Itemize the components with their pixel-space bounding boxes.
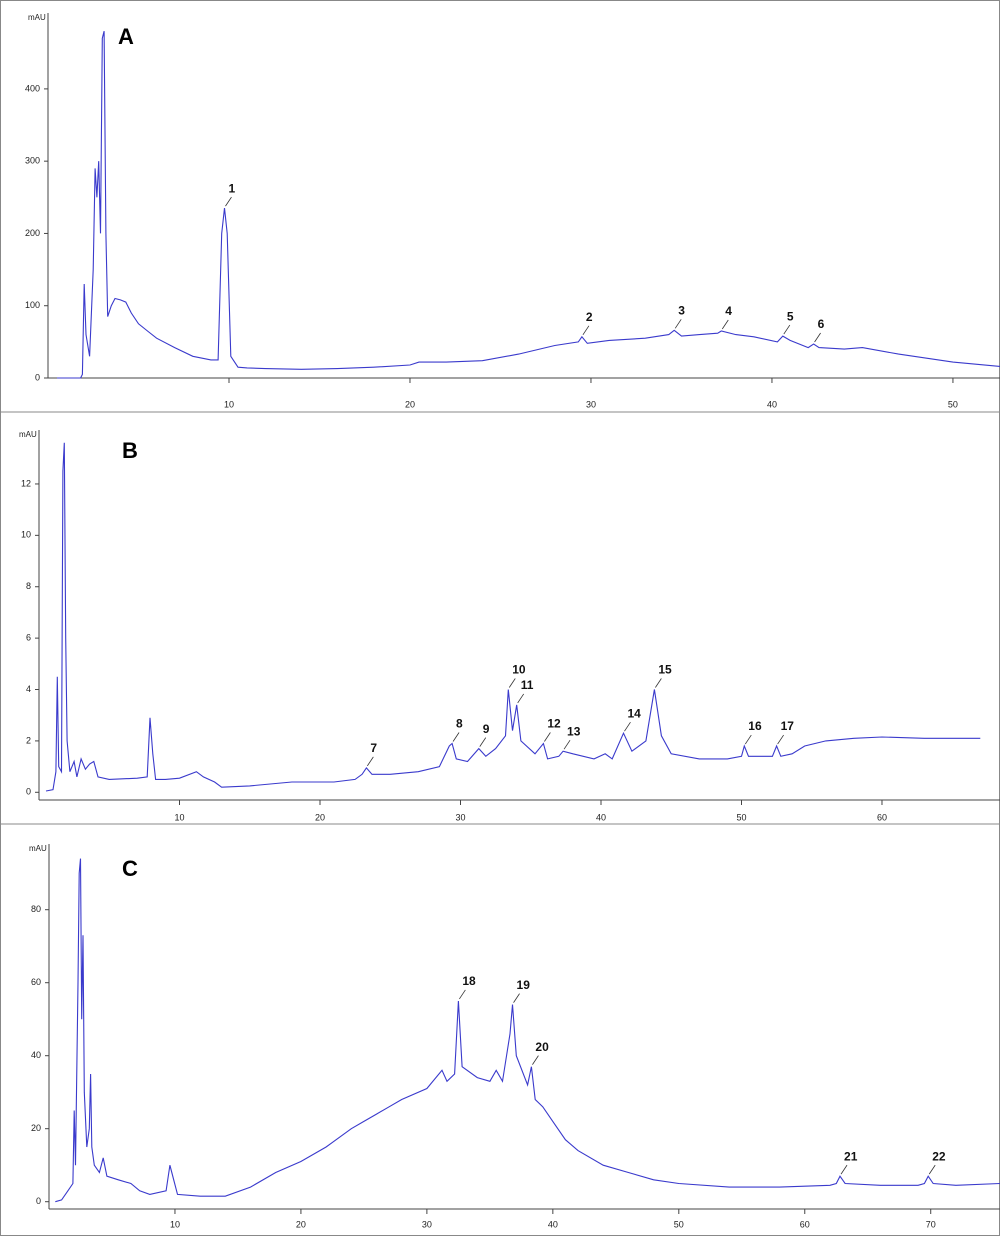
y-tick-label: 400 xyxy=(25,83,40,93)
y-tick-label: 0 xyxy=(35,372,40,382)
annotation-leader xyxy=(517,693,525,704)
trace xyxy=(55,858,1000,1203)
annotation-leader xyxy=(452,732,460,742)
annotation-label: 2 xyxy=(586,310,593,324)
annotation-label: 19 xyxy=(517,978,531,992)
y-tick-label: 40 xyxy=(31,1050,41,1060)
x-tick-label: 50 xyxy=(948,399,958,409)
x-tick-label: 20 xyxy=(296,1219,306,1229)
panel-title: A xyxy=(118,24,134,49)
y-tick-label: 20 xyxy=(31,1123,41,1133)
x-tick-label: 30 xyxy=(455,812,465,822)
annotation-label: 13 xyxy=(567,724,581,738)
annotation-label: 8 xyxy=(456,717,463,731)
annotation-leader xyxy=(674,319,682,329)
annotation-leader xyxy=(508,678,516,688)
x-tick-label: 40 xyxy=(548,1219,558,1229)
annotation-leader xyxy=(459,989,466,1000)
annotation-label: 9 xyxy=(483,722,490,736)
y-tick-label: 200 xyxy=(25,228,40,238)
annotation-leader xyxy=(721,319,729,330)
annotation-label: 1 xyxy=(228,181,235,195)
annotation-label: 22 xyxy=(932,1149,946,1163)
annotation-leader xyxy=(225,196,232,207)
annotation-leader xyxy=(777,734,784,745)
annotation-leader xyxy=(814,332,821,343)
annotation-leader xyxy=(744,734,752,745)
x-tick-label: 30 xyxy=(586,399,596,409)
annotation-leader xyxy=(532,1055,539,1065)
annotation-label: 21 xyxy=(844,1149,858,1163)
annotation-label: 12 xyxy=(547,717,561,731)
annotation-leader xyxy=(563,739,571,750)
y-axis-label: mAU xyxy=(29,844,47,853)
annotation-leader xyxy=(928,1164,936,1175)
panel-title: B xyxy=(122,438,138,463)
annotation-leader xyxy=(367,756,374,767)
x-tick-label: 60 xyxy=(800,1219,810,1229)
annotation-leader xyxy=(624,721,631,732)
annotation-label: 10 xyxy=(512,663,526,677)
annotation-leader xyxy=(582,325,590,336)
annotation-label: 18 xyxy=(462,974,476,988)
y-axis-label: mAU xyxy=(19,430,37,439)
x-tick-label: 40 xyxy=(596,812,606,822)
annotation-label: 17 xyxy=(781,719,795,733)
annotation-label: 6 xyxy=(818,317,825,331)
y-axis-label: mAU xyxy=(28,13,46,22)
annotation-leader xyxy=(544,732,551,742)
x-tick-label: 60 xyxy=(877,812,887,822)
y-tick-label: 2 xyxy=(26,735,31,745)
y-tick-label: 8 xyxy=(26,581,31,591)
y-tick-label: 60 xyxy=(31,977,41,987)
annotation-leader xyxy=(479,737,487,747)
x-tick-label: 20 xyxy=(315,812,325,822)
y-tick-label: 10 xyxy=(21,530,31,540)
trace xyxy=(57,30,1000,379)
annotation-label: 11 xyxy=(521,678,534,692)
annotation-label: 16 xyxy=(748,719,762,733)
annotation-label: 7 xyxy=(370,741,377,755)
x-tick-label: 20 xyxy=(405,399,415,409)
annotation-label: 14 xyxy=(627,706,641,720)
annotation-label: 4 xyxy=(725,304,732,318)
annotation-leader xyxy=(513,993,520,1003)
y-tick-label: 100 xyxy=(25,300,40,310)
annotation-label: 15 xyxy=(658,663,672,677)
y-tick-label: 6 xyxy=(26,633,31,643)
annotation-leader xyxy=(655,678,662,688)
y-tick-label: 0 xyxy=(26,787,31,797)
annotation-label: 3 xyxy=(678,303,685,317)
annotation-label: 5 xyxy=(787,309,794,323)
x-tick-label: 10 xyxy=(174,812,184,822)
annotation-leader xyxy=(840,1164,848,1175)
y-tick-label: 0 xyxy=(36,1196,41,1206)
x-tick-label: 30 xyxy=(422,1219,432,1229)
annotation-label: 20 xyxy=(535,1040,549,1054)
x-tick-label: 10 xyxy=(170,1219,180,1229)
panel-title: C xyxy=(122,856,138,881)
x-tick-label: 70 xyxy=(926,1219,936,1229)
y-tick-label: 80 xyxy=(31,904,41,914)
trace xyxy=(45,442,981,792)
x-tick-label: 10 xyxy=(224,399,234,409)
x-tick-label: 50 xyxy=(736,812,746,822)
y-tick-label: 4 xyxy=(26,684,31,694)
y-tick-label: 12 xyxy=(21,478,31,488)
annotation-leader xyxy=(783,324,791,335)
y-tick-label: 300 xyxy=(25,156,40,166)
x-tick-label: 40 xyxy=(767,399,777,409)
x-tick-label: 50 xyxy=(674,1219,684,1229)
